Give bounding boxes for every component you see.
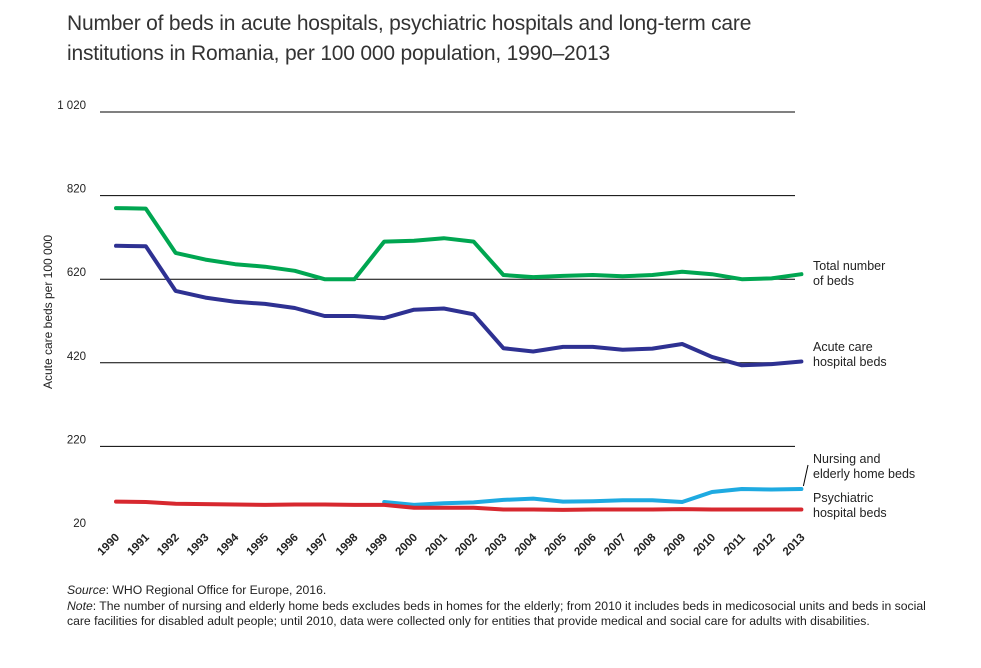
y-tick-label: 620 — [67, 267, 86, 279]
x-tick-label: 1993 — [185, 532, 212, 559]
x-tick-label: 2007 — [602, 532, 629, 559]
x-axis-ticks: 1990 1991 1992 1993 1994 1995 1996 1997 1998 1999… — [96, 531, 808, 558]
x-tick-label: 2003 — [483, 532, 510, 559]
y-axis-ticks: 20 220 420 620 820 1 020 — [57, 100, 86, 530]
x-tick-label: 2008 — [632, 531, 659, 558]
series-line-total-number-of-beds — [114, 206, 804, 282]
note-text: : The number of nursing and elderly home… — [67, 598, 926, 629]
label-connector — [802, 464, 809, 487]
gridlines — [100, 111, 795, 447]
x-tick-label: 1992 — [155, 532, 182, 559]
y-tick-label: 1 020 — [57, 100, 86, 112]
x-tick-label: 1999 — [364, 532, 391, 559]
x-tick-label: 1991 — [125, 531, 152, 558]
source-label: Source — [67, 583, 106, 597]
x-tick-label: 2009 — [662, 532, 689, 559]
x-tick-label: 1994 — [215, 531, 242, 558]
y-tick-label: 20 — [73, 518, 86, 530]
y-axis-title: Acute care beds per 100 000 — [41, 235, 55, 389]
series-line-nursing-and-elderly-home-beds — [382, 487, 804, 507]
x-tick-label: 1996 — [274, 532, 301, 559]
note-line: Note: The number of nursing and elderly … — [67, 599, 947, 630]
y-tick-label: 420 — [67, 351, 86, 363]
x-tick-label: 2010 — [692, 532, 719, 559]
x-tick-label: 1997 — [304, 532, 331, 559]
series-line-psychiatric-hospital-beds — [114, 499, 804, 512]
x-tick-label: 2001 — [423, 531, 450, 558]
footnote: Source: WHO Regional Office for Europe, … — [67, 583, 947, 630]
x-tick-label: 1998 — [334, 531, 361, 558]
series-label-nursing-and-elderly-home-beds: Nursing and elderly home beds — [813, 452, 915, 481]
series-line-acute-care-hospital-beds — [114, 243, 804, 368]
source-line: Source: WHO Regional Office for Europe, … — [67, 583, 947, 599]
series-labels: Total number of beds Acute care hospital be… — [802, 259, 915, 520]
x-tick-label: 2011 — [722, 531, 749, 558]
x-tick-label: 2002 — [453, 532, 480, 559]
series-label-psychiatric-hospital-beds: Psychiatric hospital beds — [813, 491, 887, 520]
x-tick-label: 2005 — [543, 531, 570, 558]
x-tick-label: 2013 — [781, 532, 808, 559]
series-lines — [114, 206, 804, 512]
x-tick-label: 2012 — [751, 532, 778, 559]
x-tick-label: 1990 — [96, 532, 123, 559]
y-tick-label: 820 — [67, 184, 86, 196]
source-text: : WHO Regional Office for Europe, 2016. — [105, 583, 327, 597]
line-chart: 20 220 420 620 820 1 020 1990 1991 1992 1993 1994… — [41, 100, 915, 558]
x-tick-label: 2000 — [394, 532, 421, 559]
y-tick-label: 220 — [67, 434, 86, 446]
x-tick-label: 2006 — [572, 532, 599, 559]
series-label-total-number-of-beds: Total number of beds — [813, 259, 885, 288]
x-tick-label: 1995 — [245, 531, 272, 558]
series-label-acute-care-hospital-beds: Acute care hospital beds — [813, 340, 887, 369]
x-tick-label: 2004 — [513, 531, 540, 558]
note-label: Note — [67, 598, 93, 613]
chart-title: Number of beds in acute hospitals, psych… — [67, 12, 752, 65]
